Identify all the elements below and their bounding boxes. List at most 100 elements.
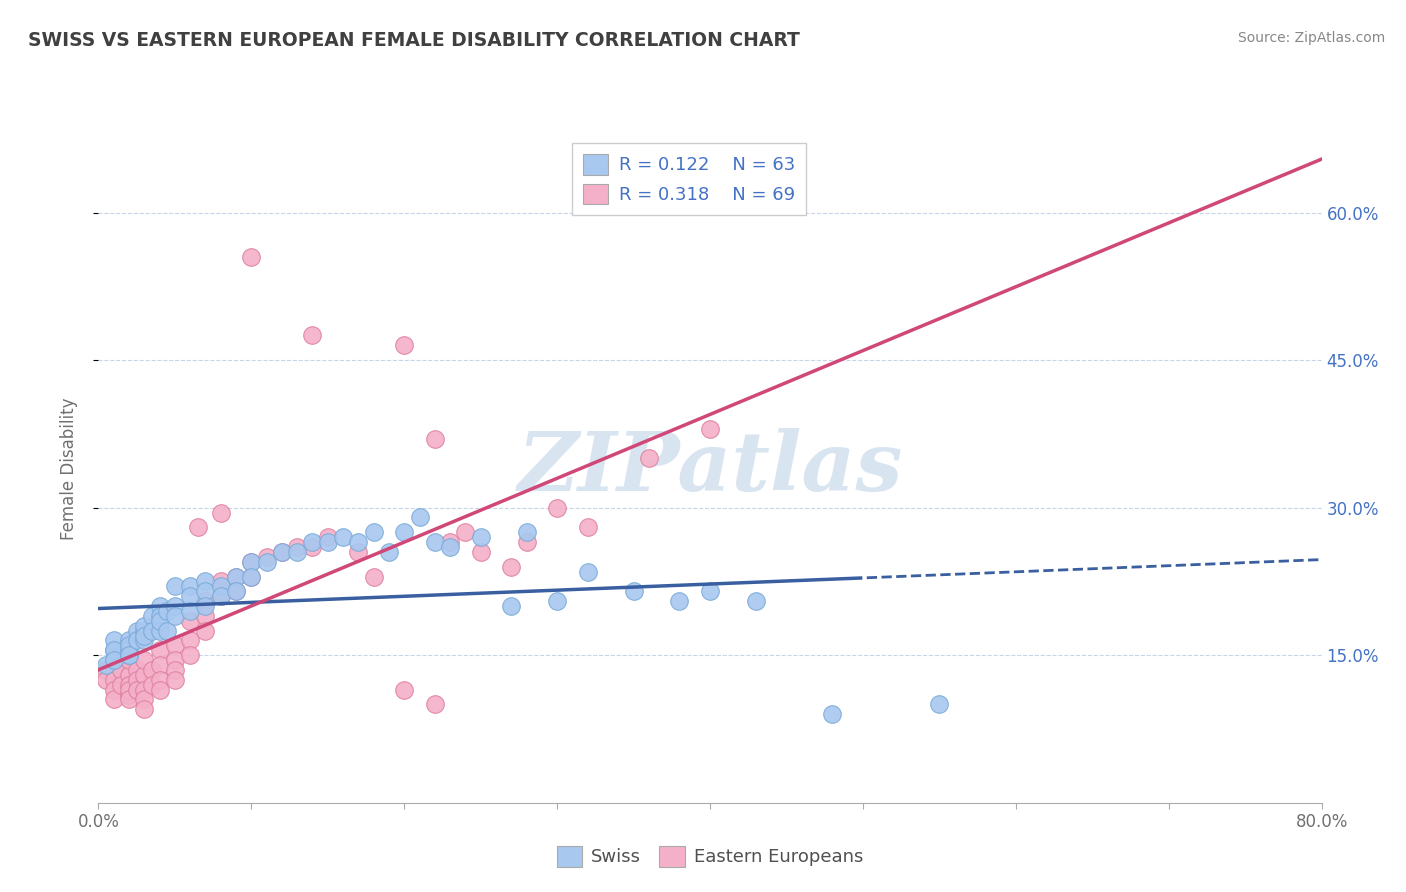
Point: [209, 589, 232, 603]
Point: [156, 604, 179, 618]
Point: [194, 594, 217, 608]
Point: [110, 663, 132, 677]
Point: [118, 653, 141, 667]
Point: [179, 589, 201, 603]
Point: [118, 643, 141, 657]
Point: [156, 624, 179, 638]
Point: [194, 624, 217, 638]
Point: [470, 545, 492, 559]
Point: [546, 594, 568, 608]
Point: [118, 648, 141, 663]
Point: [179, 614, 201, 628]
Point: [546, 500, 568, 515]
Point: [332, 530, 354, 544]
Y-axis label: Female Disability: Female Disability: [59, 397, 77, 540]
Point: [821, 707, 844, 722]
Point: [347, 545, 370, 559]
Point: [103, 663, 125, 677]
Point: [256, 555, 278, 569]
Point: [392, 525, 416, 540]
Point: [240, 555, 263, 569]
Point: [149, 624, 172, 638]
Point: [501, 559, 523, 574]
Point: [301, 328, 323, 343]
Point: [103, 692, 125, 706]
Point: [637, 451, 661, 466]
Point: [149, 614, 172, 628]
Point: [103, 673, 125, 687]
Point: [194, 608, 217, 623]
Point: [141, 608, 163, 623]
Point: [134, 633, 156, 648]
Point: [745, 594, 768, 608]
Point: [134, 682, 156, 697]
Point: [94, 663, 117, 677]
Point: [699, 422, 721, 436]
Point: [118, 678, 141, 692]
Point: [408, 510, 430, 524]
Point: [423, 432, 446, 446]
Point: [439, 535, 461, 549]
Point: [163, 599, 186, 613]
Point: [285, 540, 308, 554]
Point: [179, 604, 201, 618]
Point: [118, 668, 141, 682]
Text: Source: ZipAtlas.com: Source: ZipAtlas.com: [1237, 31, 1385, 45]
Point: [125, 624, 148, 638]
Point: [118, 692, 141, 706]
Point: [209, 574, 232, 589]
Point: [270, 545, 292, 559]
Point: [118, 648, 141, 663]
Point: [439, 540, 461, 554]
Point: [209, 506, 232, 520]
Point: [118, 633, 141, 648]
Point: [225, 584, 247, 599]
Point: [179, 633, 201, 648]
Point: [134, 624, 156, 638]
Point: [454, 525, 477, 540]
Point: [501, 599, 523, 613]
Point: [103, 643, 125, 657]
Point: [125, 673, 148, 687]
Point: [134, 618, 156, 632]
Point: [149, 643, 172, 657]
Point: [149, 673, 172, 687]
Point: [149, 658, 172, 673]
Point: [179, 648, 201, 663]
Point: [194, 599, 217, 613]
Point: [194, 574, 217, 589]
Point: [110, 678, 132, 692]
Point: [118, 688, 141, 702]
Point: [516, 535, 538, 549]
Point: [516, 525, 538, 540]
Point: [699, 584, 721, 599]
Point: [668, 594, 690, 608]
Point: [103, 643, 125, 657]
Point: [209, 589, 232, 603]
Point: [225, 569, 247, 583]
Point: [149, 608, 172, 623]
Point: [163, 673, 186, 687]
Point: [134, 628, 156, 642]
Point: [103, 653, 125, 667]
Point: [347, 535, 370, 549]
Point: [270, 545, 292, 559]
Point: [423, 698, 446, 712]
Point: [163, 663, 186, 677]
Point: [240, 555, 263, 569]
Text: SWISS VS EASTERN EUROPEAN FEMALE DISABILITY CORRELATION CHART: SWISS VS EASTERN EUROPEAN FEMALE DISABIL…: [28, 31, 800, 50]
Point: [179, 579, 201, 593]
Point: [225, 584, 247, 599]
Point: [125, 663, 148, 677]
Point: [125, 633, 148, 648]
Point: [256, 549, 278, 564]
Point: [209, 579, 232, 593]
Point: [301, 540, 323, 554]
Point: [118, 682, 141, 697]
Point: [141, 624, 163, 638]
Point: [392, 682, 416, 697]
Point: [103, 682, 125, 697]
Point: [187, 520, 209, 534]
Point: [163, 579, 186, 593]
Point: [240, 569, 263, 583]
